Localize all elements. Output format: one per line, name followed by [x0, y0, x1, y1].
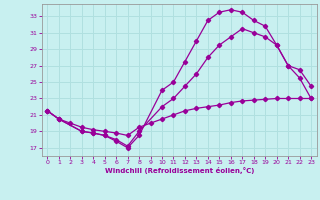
X-axis label: Windchill (Refroidissement éolien,°C): Windchill (Refroidissement éolien,°C) — [105, 167, 254, 174]
